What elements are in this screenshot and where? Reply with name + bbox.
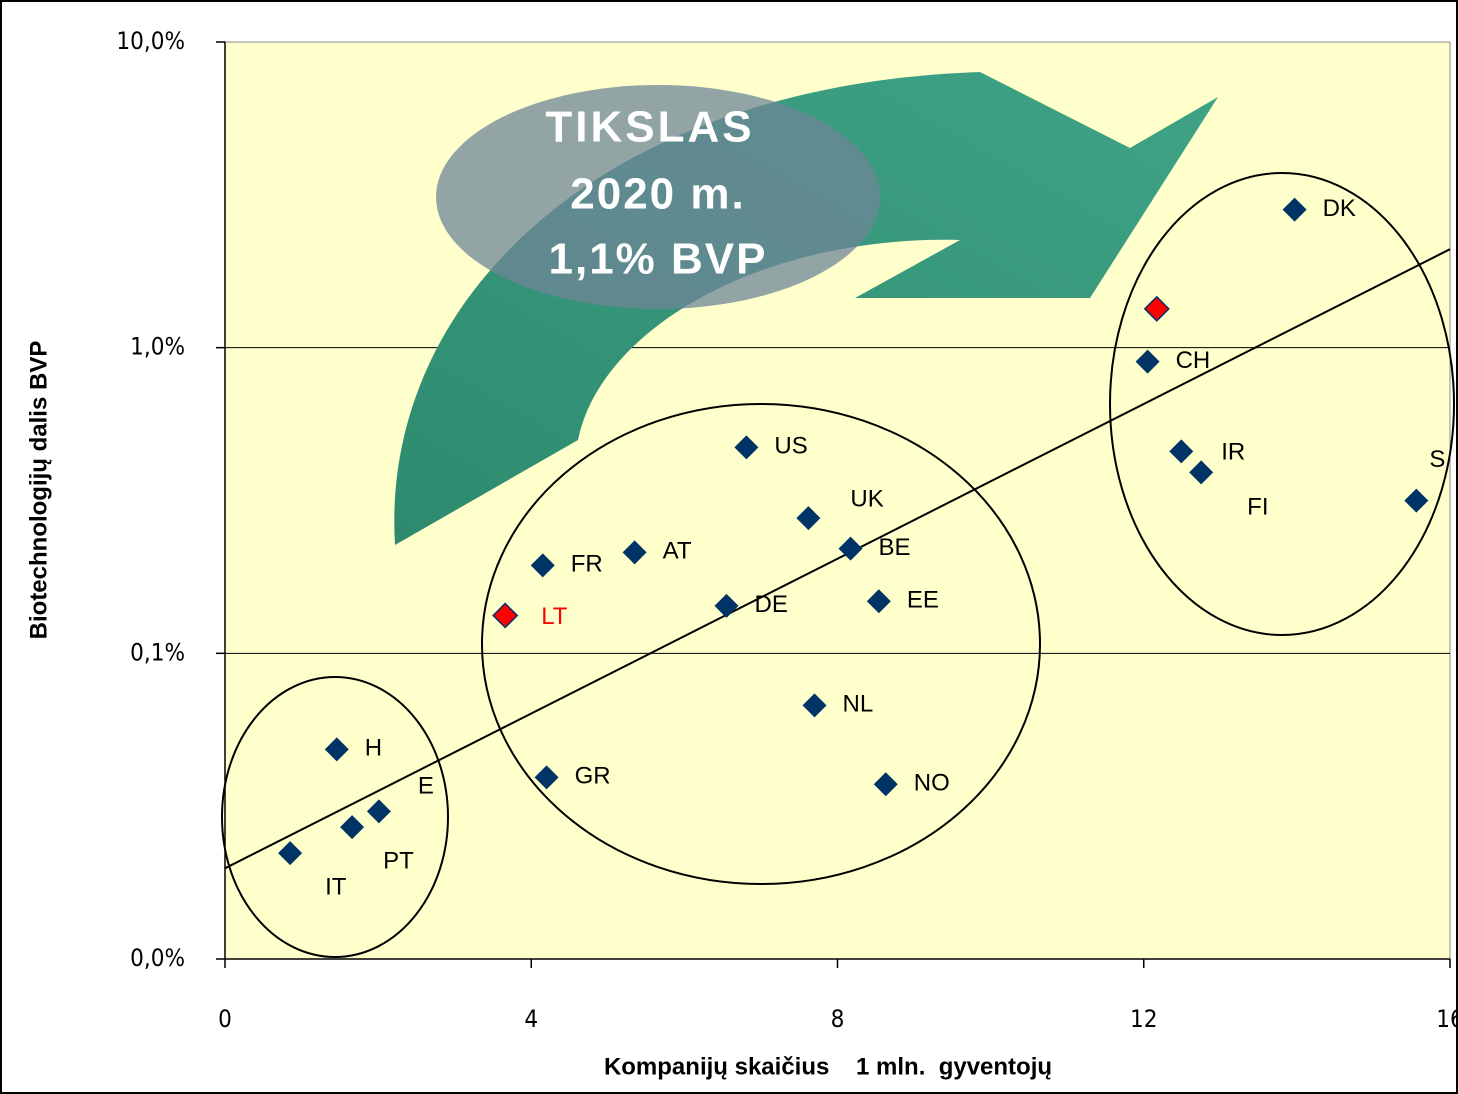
point-label: FI [1247, 494, 1268, 521]
annotation: TIKSLAS [545, 103, 754, 152]
point-label: LT [541, 603, 568, 630]
point-label: US [774, 433, 807, 460]
x-tick-label: 12 [1130, 1005, 1157, 1033]
x-tick-label: 0 [218, 1005, 232, 1033]
annotation: 2020 m. [570, 170, 745, 219]
point-label: FR [571, 551, 603, 578]
chart: TIKSLAS 2020 m. 1,1% BVP Kompanijų skaič… [0, 0, 1458, 1094]
point-label: S [1429, 446, 1445, 473]
annotation: 1,1% BVP [549, 235, 768, 284]
point-label: IT [325, 873, 347, 900]
x-tick-label: 16 [1436, 1005, 1458, 1033]
y-axis-title: Biotechnologijų dalis BVP [25, 341, 52, 640]
x-tick-label: 8 [831, 1005, 845, 1033]
point-label: DE [754, 591, 787, 618]
point-label: NL [843, 691, 874, 718]
point-label: BE [879, 534, 911, 561]
point-label: CH [1176, 347, 1211, 374]
point-label: H [365, 735, 382, 762]
x-tick-label: 4 [524, 1005, 538, 1033]
point-label: IR [1221, 439, 1245, 466]
y-tick-label: 10,0% [116, 27, 185, 55]
x-axis-title: Kompanijų skaičius 1 mln. gyventojų [604, 1053, 1052, 1080]
point-label: UK [850, 485, 883, 512]
point-label: EE [907, 587, 939, 614]
y-tick-label: 0,0% [130, 944, 185, 972]
point-label: E [418, 773, 434, 800]
y-tick-label: 0,1% [130, 638, 185, 666]
point-label: DK [1323, 195, 1356, 222]
y-tick-label: 1,0% [130, 333, 185, 361]
point-label: NO [914, 770, 950, 797]
point-label: PT [383, 847, 414, 874]
point-label: AT [663, 538, 692, 565]
point-label: GR [575, 763, 611, 790]
